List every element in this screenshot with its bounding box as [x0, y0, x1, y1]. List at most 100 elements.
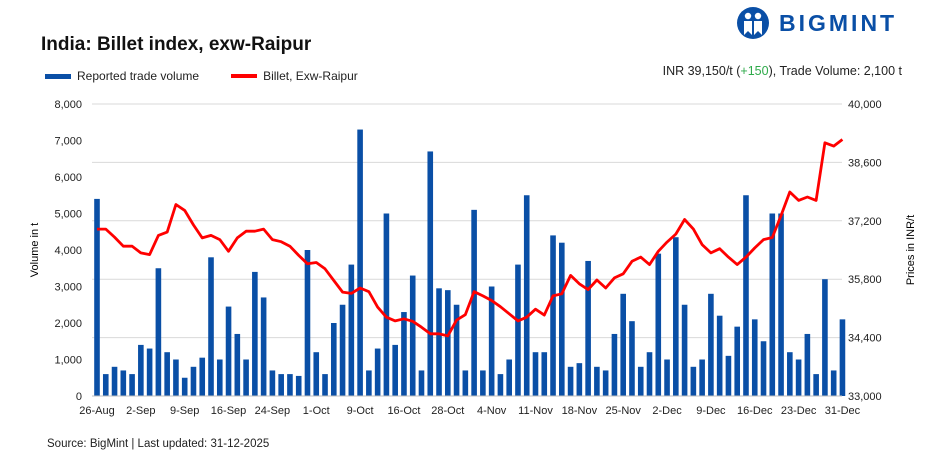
x-tick-label: 11-Nov	[518, 405, 553, 417]
volume-bar	[392, 344, 398, 396]
x-tick-label: 24-Sep	[255, 405, 290, 417]
volume-bar	[769, 213, 776, 396]
volume-bar	[94, 198, 100, 396]
volume-bar	[778, 213, 784, 396]
volume-bar	[734, 326, 741, 396]
x-tick-label: 9-Sep	[170, 405, 199, 417]
y-right-tick-label: 38,600	[848, 157, 882, 169]
volume-bar	[278, 374, 284, 396]
volume-bar	[427, 151, 434, 396]
volume-bar	[287, 374, 293, 396]
volume-bar	[541, 352, 548, 396]
price-summary: INR 39,150/t (+150), Trade Volume: 2,100…	[663, 64, 902, 78]
volume-bar	[602, 370, 609, 396]
logo-text: BIGMINT	[779, 9, 898, 36]
y-left-tick-label: 5,000	[54, 209, 82, 221]
volume-bar	[839, 319, 846, 396]
legend-label-volume: Reported trade volume	[77, 69, 200, 83]
volume-bar	[269, 370, 276, 396]
bigmint-logo: BIGMINT	[735, 6, 897, 40]
y-left-axis-title: Volume in t	[29, 223, 41, 277]
volume-bar	[120, 370, 127, 396]
volume-bar	[567, 366, 574, 396]
legend-label-price: Billet, Exw-Raipur	[263, 69, 358, 83]
x-tick-label: 16-Dec	[737, 405, 773, 417]
y-right-axis-title: Prices in INR/t	[905, 215, 917, 285]
y-right-tick-label: 35,800	[848, 274, 882, 286]
y-left-tick-label: 3,000	[54, 282, 82, 294]
x-tick-label: 2-Sep	[126, 405, 155, 417]
volume-bar	[813, 374, 819, 396]
volume-bar	[374, 348, 381, 396]
volume-bar	[620, 293, 626, 396]
volume-bar	[111, 366, 118, 396]
volume-bar	[164, 352, 170, 396]
chart-title: India: Billet index, exw-Raipur	[41, 34, 312, 55]
volume-bar	[146, 348, 153, 396]
x-tick-label: 23-Dec	[781, 405, 817, 417]
volume-bar	[418, 370, 425, 396]
volume-bar	[523, 195, 530, 396]
volume-bar	[804, 333, 811, 396]
volume-bar	[409, 275, 416, 396]
y-right-tick-label: 34,400	[848, 333, 882, 345]
volume-bar	[681, 304, 688, 396]
volume-bar	[480, 370, 486, 396]
volume-bar	[181, 377, 188, 396]
volume-bar	[445, 290, 451, 396]
volume-bar	[795, 359, 802, 396]
volume-bar	[637, 366, 644, 396]
volume-bar	[322, 374, 328, 396]
volume-bar	[348, 264, 355, 396]
volume-bar	[646, 352, 653, 396]
volume-bar	[190, 366, 197, 396]
volume-bar	[199, 357, 206, 396]
y-left-tick-label: 4,000	[54, 245, 82, 257]
summary-suffix: ), Trade Volume: 2,100 t	[768, 64, 902, 78]
volume-bar	[129, 374, 135, 396]
volume-bar	[673, 237, 679, 396]
volume-bar	[138, 344, 144, 396]
volume-bar	[436, 288, 442, 396]
volume-bar	[497, 374, 504, 396]
volume-bar	[383, 213, 390, 396]
volume-bar	[576, 363, 583, 396]
volume-bar	[787, 352, 793, 396]
volume-bar	[690, 366, 697, 396]
volume-bar	[330, 323, 337, 396]
volume-bar	[708, 293, 714, 396]
y-left-tick-label: 6,000	[54, 172, 82, 184]
volume-bar	[234, 333, 241, 396]
summary-prefix: INR 39,150/t (	[662, 64, 741, 78]
y-left-tick-label: 2,000	[54, 318, 82, 330]
x-tick-label: 26-Aug	[79, 405, 114, 417]
volume-bar	[532, 352, 539, 396]
y-left-tick-label: 1,000	[54, 355, 82, 367]
volume-bar	[822, 279, 828, 396]
volume-bar	[401, 312, 407, 396]
volume-bar	[155, 268, 162, 396]
volume-bar	[515, 264, 521, 396]
volume-bar	[243, 359, 249, 396]
volume-bar	[751, 319, 758, 396]
volume-bar	[339, 304, 346, 396]
y-right-tick-label: 37,200	[848, 216, 882, 228]
volume-bar	[295, 375, 302, 396]
volume-bar	[716, 315, 723, 396]
volume-bar	[453, 304, 460, 396]
volume-bar	[655, 253, 662, 396]
legend-swatch-volume	[45, 73, 71, 79]
volume-bar	[216, 359, 223, 396]
volume-bar	[366, 370, 372, 396]
volume-bar	[585, 260, 591, 396]
x-tick-label: 1-Oct	[303, 405, 330, 417]
x-tick-label: 28-Oct	[431, 405, 464, 417]
volume-bar	[743, 195, 749, 396]
bigmint-logo-icon	[737, 7, 769, 39]
y-left-tick-label: 0	[76, 391, 82, 403]
volume-bar	[471, 209, 477, 396]
x-tick-label: 18-Nov	[562, 405, 598, 417]
volume-bar	[725, 355, 732, 396]
x-tick-label: 31-Dec	[825, 405, 861, 417]
